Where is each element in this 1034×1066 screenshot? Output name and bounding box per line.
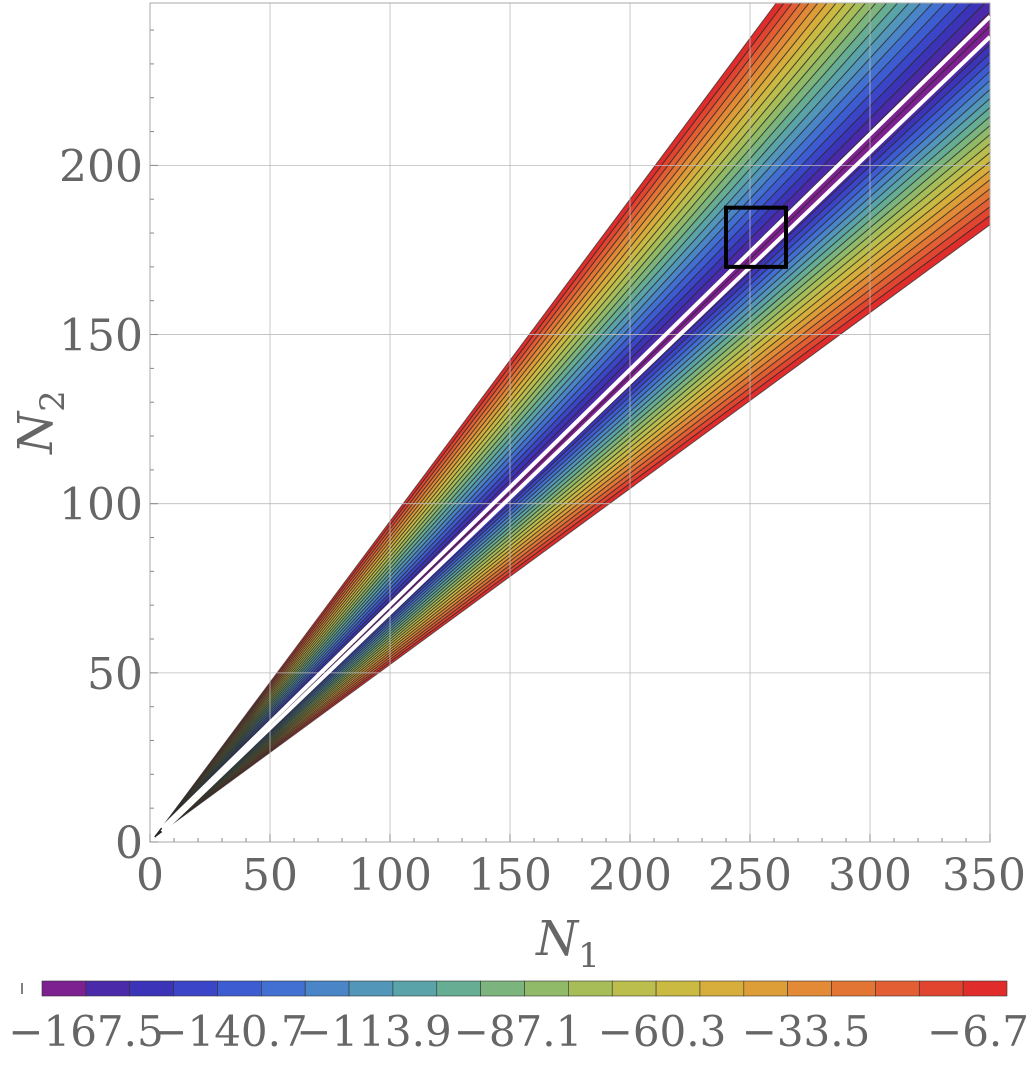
y-tick-label-0: 0 [115, 818, 143, 869]
white-line-a [160, 15, 990, 830]
highlight-box [724, 205, 788, 269]
colorbar-swatch-4 [217, 980, 262, 997]
x-tick-label-300: 300 [828, 850, 912, 901]
y-tick-label-150: 150 [59, 311, 143, 362]
colorbar-swatch-18 [831, 980, 876, 997]
colorbar-swatch-13 [611, 980, 657, 997]
colorbar-swatch-7 [348, 980, 394, 997]
x-tick-label-350: 350 [942, 850, 1026, 901]
colorbar-swatch-14 [655, 980, 701, 997]
colorbar-label-2: −113.9 [296, 1007, 451, 1056]
colorbar-label-0: −167.5 [8, 1007, 163, 1056]
colorbar-swatch-2 [129, 980, 174, 997]
colorbar-label-5: −33.5 [742, 1007, 871, 1056]
y-tick-label-200: 200 [59, 141, 143, 192]
colorbar-swatch-16 [743, 980, 788, 997]
colorbar-swatch-17 [787, 980, 832, 997]
axis-labels: 0 50 100 150 200 250 300 350 0 50 100 150 200 N1 N2 [8, 141, 1026, 976]
x-tick-label-100: 100 [348, 850, 432, 901]
contour-field [154, 3, 990, 838]
x-tick-label-250: 250 [708, 850, 792, 901]
axis-ticks [149, 29, 991, 843]
colorbar-swatch-5 [261, 980, 306, 997]
colorbar-label-1: −140.7 [152, 1007, 307, 1056]
colorbar-swatch-19 [875, 980, 920, 997]
colorbar-swatch-15 [699, 980, 745, 997]
colorbar-swatch-12 [568, 980, 613, 997]
overlay [160, 15, 990, 834]
colorbar-label-4: −60.3 [598, 1007, 727, 1056]
colorbar-swatch-1 [85, 980, 131, 997]
y-tick-label-100: 100 [59, 480, 143, 531]
colorbar-swatch-21 [962, 980, 1008, 997]
x-tick-label-150: 150 [468, 850, 552, 901]
x-tick-label-200: 200 [588, 850, 672, 901]
plot-frame [149, 2, 991, 843]
white-line-b [160, 35, 990, 834]
colorbar-swatch-3 [173, 980, 218, 997]
colorbar-swatch-11 [524, 980, 569, 997]
y-tick-label-50: 50 [87, 649, 143, 700]
colorbar-swatch-10 [480, 980, 525, 997]
colorbar-swatch-0 [41, 980, 87, 997]
x-axis-title: N1 [535, 911, 600, 976]
colorbar-label-6: −6.7 [927, 1007, 1029, 1056]
colorbar-swatch-20 [918, 980, 964, 997]
colorbar-swatch-6 [304, 980, 350, 997]
y-axis-title: N2 [8, 390, 73, 455]
colorbar-label-3: −87.1 [454, 1007, 583, 1056]
x-tick-label-0: 0 [136, 850, 164, 901]
colorbar-swatch-9 [436, 980, 481, 997]
x-tick-label-50: 50 [242, 850, 298, 901]
colorbar: −167.5−140.7−113.9 −87.1 −60.3 −33.5 −6.7 [8, 980, 1029, 1056]
colorbar-swatch-8 [392, 980, 438, 997]
